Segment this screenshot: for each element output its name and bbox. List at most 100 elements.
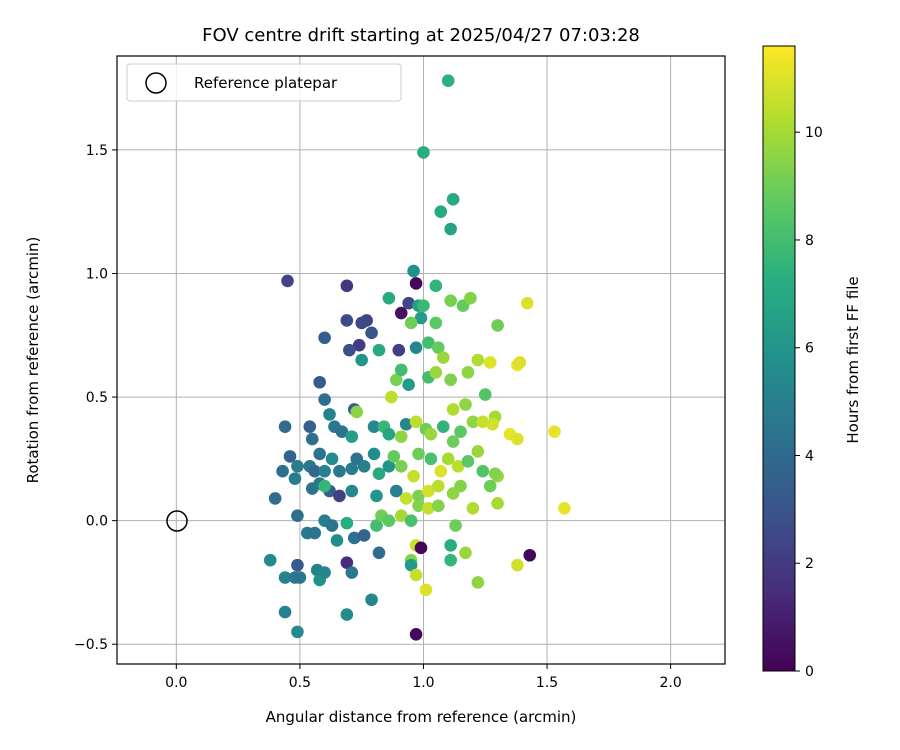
data-point (389, 373, 403, 387)
data-point (340, 314, 354, 327)
data-point (558, 501, 571, 515)
data-point (340, 556, 354, 569)
data-point (283, 450, 297, 463)
data-point (520, 296, 534, 310)
data-point (325, 519, 339, 532)
y-tick-label: 0.5 (86, 390, 108, 406)
data-point (370, 519, 383, 532)
data-point (394, 459, 408, 473)
data-point (313, 447, 326, 461)
data-point (444, 539, 457, 552)
data-point (459, 398, 472, 411)
data-point (444, 222, 457, 236)
data-point (404, 316, 418, 330)
data-point (466, 415, 480, 429)
data-point (276, 464, 289, 478)
data-point (488, 467, 502, 480)
data-point (318, 566, 331, 579)
data-point (432, 499, 445, 513)
reference-point-marker (166, 510, 188, 532)
data-point (278, 605, 292, 619)
data-point (432, 341, 445, 354)
data-point (385, 390, 398, 404)
data-point (399, 417, 413, 431)
data-point (345, 484, 359, 498)
x-tick-label: 2.0 (659, 675, 681, 691)
data-point (357, 529, 371, 542)
data-point (365, 593, 378, 607)
data-point (476, 415, 490, 429)
x-axis-title: Angular distance from reference (arcmin) (266, 708, 577, 726)
colorbar-ticks: 0 2 4 6 8 10 (795, 125, 823, 680)
data-point (399, 492, 413, 505)
legend-box (126, 63, 402, 102)
data-point (409, 341, 423, 354)
data-point (407, 469, 420, 483)
data-point (394, 430, 408, 443)
data-point (412, 499, 425, 513)
data-point (382, 427, 396, 441)
x-tick-label: 1.0 (412, 675, 434, 691)
data-point (347, 531, 361, 545)
data-point (461, 455, 475, 468)
data-point (367, 420, 381, 434)
data-point (412, 489, 425, 503)
data-point (268, 492, 282, 505)
y-axis-title: Rotation from reference (arcmin) (24, 237, 42, 484)
data-point (414, 311, 428, 325)
data-point (478, 388, 492, 401)
y-tick-label: −0.5 (74, 637, 108, 653)
data-point (303, 420, 317, 434)
legend-entry-label: Reference platepar (194, 74, 338, 92)
data-point (402, 296, 415, 310)
data-point (436, 420, 450, 434)
data-point (340, 279, 354, 293)
data-point (511, 558, 524, 572)
data-point (466, 501, 480, 515)
data-point (291, 509, 304, 523)
data-point (471, 576, 485, 589)
data-point (313, 375, 326, 389)
x-tick-label: 0.5 (289, 675, 311, 691)
y-tick-label: 0.0 (86, 514, 108, 530)
colorbar (762, 45, 796, 672)
data-point (441, 74, 455, 88)
data-point (288, 472, 302, 485)
data-point (483, 479, 497, 493)
data-point (345, 566, 359, 579)
data-point (325, 452, 339, 466)
data-point (333, 464, 346, 478)
data-point (281, 274, 294, 288)
data-points (263, 74, 571, 641)
colorbar-tick-label: 10 (805, 125, 823, 141)
data-point (404, 514, 418, 527)
data-point (449, 519, 462, 532)
data-point (355, 353, 368, 367)
data-point (382, 291, 396, 305)
data-point (417, 146, 430, 159)
data-point (350, 405, 364, 419)
data-point (318, 331, 331, 345)
colorbar-title: Hours from first FF file (844, 276, 862, 443)
data-point (372, 343, 386, 357)
data-point (352, 338, 366, 352)
data-point (419, 583, 433, 597)
data-point (444, 373, 457, 387)
data-point (434, 464, 448, 478)
data-point (365, 326, 378, 340)
data-point (441, 452, 455, 466)
data-point (318, 464, 331, 478)
data-point (459, 546, 472, 560)
data-point (404, 558, 418, 572)
data-point (451, 459, 465, 473)
data-point (471, 445, 485, 458)
x-tick-label: 0.0 (165, 675, 187, 691)
data-point (335, 425, 349, 438)
colorbar-tick-label: 4 (805, 448, 814, 464)
chart-title: FOV centre drift starting at 2025/04/27 … (202, 25, 640, 46)
data-point (422, 501, 435, 515)
colorbar-tick-label: 2 (805, 556, 814, 572)
x-axis-ticks: 0.0 0.5 1.0 1.5 2.0 (165, 664, 682, 691)
data-point (409, 568, 423, 582)
